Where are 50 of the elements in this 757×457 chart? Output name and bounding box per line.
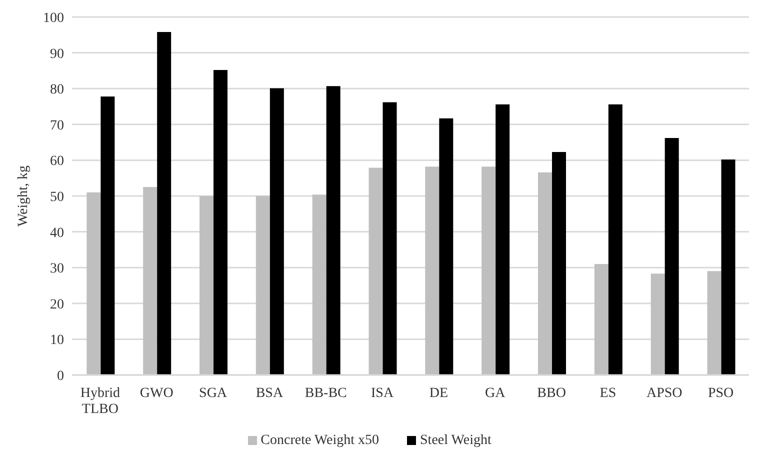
bar <box>86 192 101 375</box>
bar <box>425 166 440 375</box>
bar <box>439 118 454 375</box>
bar <box>214 70 228 375</box>
x-tick-label: SGA <box>199 386 228 401</box>
x-tick-label: BBO <box>537 386 566 401</box>
bar <box>707 271 722 375</box>
y-tick-label: 50 <box>50 190 64 205</box>
bar <box>664 138 679 375</box>
x-tick-label: BSA <box>256 386 284 401</box>
bar <box>650 274 665 375</box>
bar <box>594 264 608 375</box>
x-tick-label: APSO <box>646 386 682 401</box>
bar <box>256 196 270 375</box>
y-tick-label: 40 <box>50 226 64 241</box>
y-tick-label: 60 <box>50 154 64 170</box>
y-tick-label: 90 <box>50 46 64 62</box>
legend-label: Steel Weight <box>420 433 492 448</box>
y-tick-label: 20 <box>50 297 64 312</box>
bar <box>157 32 172 375</box>
bar <box>368 168 383 375</box>
bar <box>538 172 552 375</box>
bar <box>270 88 284 375</box>
x-tick-label: ES <box>600 386 616 401</box>
x-tick-label: DE <box>429 386 448 401</box>
bar <box>200 196 214 375</box>
x-tick-label: Hybrid TLBO <box>80 386 120 417</box>
bar <box>552 152 566 375</box>
y-tick-label: 30 <box>50 262 64 277</box>
bar <box>326 86 340 375</box>
y-tick-label: 10 <box>50 333 64 348</box>
x-tick-label: GA <box>485 386 506 401</box>
y-axis-title: Weight, kg <box>16 165 31 227</box>
bar <box>382 102 397 375</box>
bar <box>482 166 496 375</box>
y-tick-label: 0 <box>57 368 64 384</box>
bar <box>496 104 510 375</box>
x-tick-label: GWO <box>140 386 174 401</box>
y-tick-label: 80 <box>50 82 64 98</box>
bar <box>608 104 622 375</box>
x-tick-label: BB-BC <box>304 386 347 401</box>
y-tick-label: 70 <box>50 118 64 134</box>
bar <box>143 187 158 375</box>
y-tick-label: 100 <box>43 10 64 26</box>
bar <box>721 159 736 375</box>
x-tick-label: ISA <box>371 386 394 401</box>
x-tick-label: PSO <box>708 386 734 401</box>
bar <box>100 96 115 375</box>
bar <box>312 194 326 375</box>
legend-label: Concrete Weight x50 <box>260 433 380 448</box>
